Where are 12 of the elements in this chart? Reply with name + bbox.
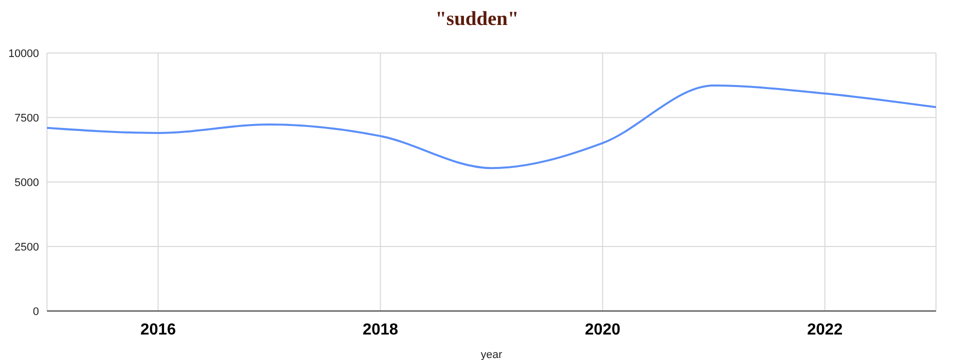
x-tick-label: 2018 [362, 321, 398, 338]
x-tick-label: 2022 [807, 321, 843, 338]
y-tick-label: 0 [32, 306, 39, 318]
y-tick-label: 2500 [14, 241, 39, 254]
y-tick-label: 7500 [14, 112, 39, 124]
x-axis-title: year [480, 349, 503, 360]
chart-title: "sudden" [434, 8, 520, 31]
y-tick-label: 10000 [8, 48, 39, 60]
x-tick-label: 2020 [584, 321, 621, 338]
x-tick-label: 2016 [140, 321, 176, 338]
y-tick-label: 5000 [14, 176, 39, 189]
line-series [47, 84, 936, 170]
